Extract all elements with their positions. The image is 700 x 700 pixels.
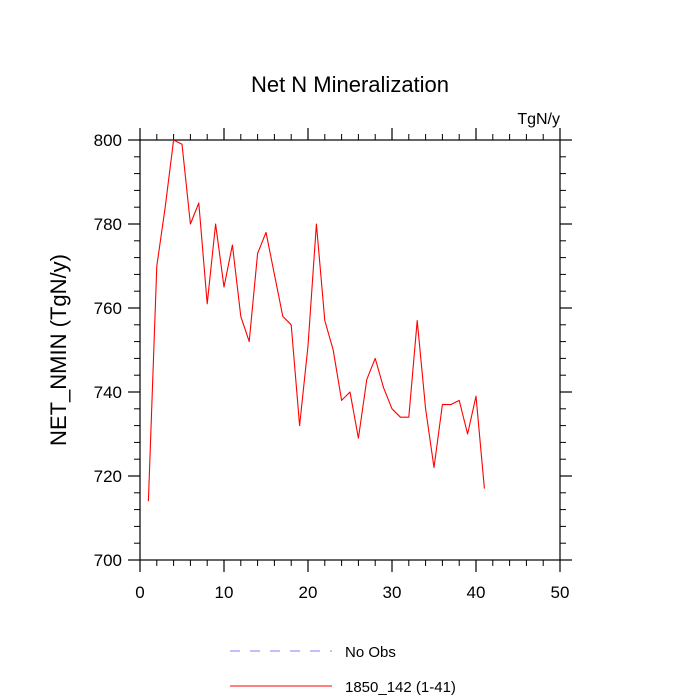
y-tick-label: 800	[94, 131, 122, 150]
legend: No Obs 1850_142 (1-41)	[230, 644, 456, 696]
x-tick-label: 50	[551, 583, 570, 602]
x-tick-label: 30	[383, 583, 402, 602]
x-tick-label: 10	[215, 583, 234, 602]
series-group	[147, 139, 485, 502]
y-tick-label: 720	[94, 467, 122, 486]
y-tick-label: 760	[94, 299, 122, 318]
axis-ticks	[128, 128, 572, 572]
y-tick-label: 780	[94, 215, 122, 234]
axis-tick-labels: 0 10 20 30 40 50 700 720 740 760 780 800	[94, 131, 570, 602]
x-tick-label: 20	[299, 583, 318, 602]
chart-title: Net N Mineralization	[251, 72, 449, 97]
y-tick-label: 740	[94, 383, 122, 402]
legend-label: 1850_142 (1-41)	[345, 679, 456, 696]
series-line	[147, 139, 485, 502]
y-tick-label: 700	[94, 551, 122, 570]
plot-frame	[139, 139, 561, 561]
x-tick-label: 0	[135, 583, 144, 602]
x-tick-label: 40	[467, 583, 486, 602]
y-axis-label: NET_NMIN (TgN/y)	[46, 254, 71, 446]
units-label: TgN/y	[517, 111, 560, 128]
legend-label: No Obs	[345, 644, 396, 661]
